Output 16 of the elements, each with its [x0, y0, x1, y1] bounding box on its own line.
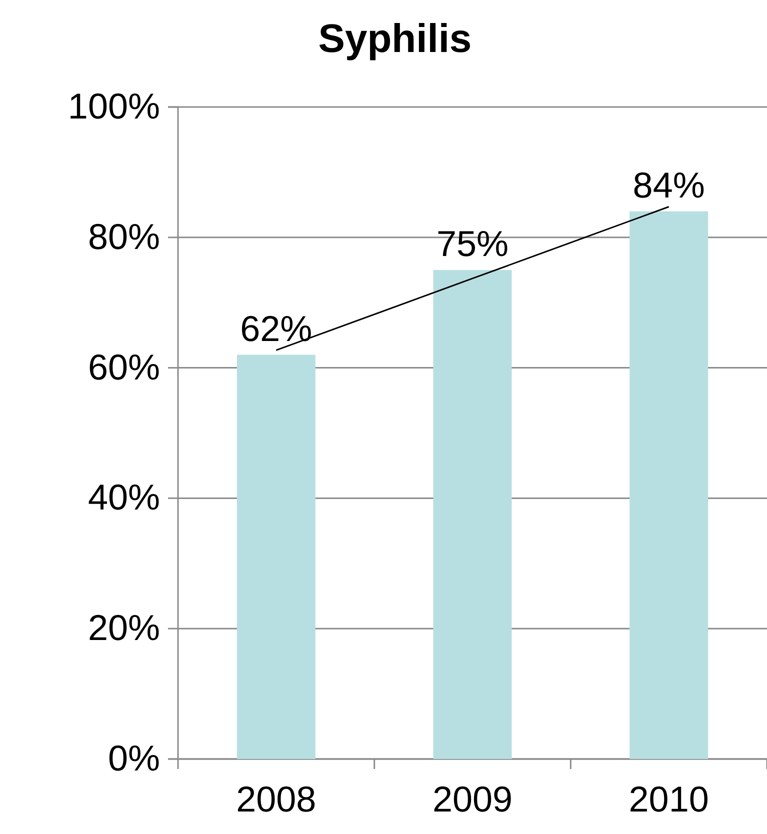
bar [433, 270, 512, 759]
x-tick-label: 2010 [628, 778, 709, 820]
y-tick-label: 60% [88, 346, 160, 388]
chart-title: Syphilis [318, 17, 472, 61]
bar [630, 211, 708, 759]
y-tick-label: 0% [108, 738, 160, 779]
x-tick-label: 2009 [432, 778, 513, 820]
x-tick-label: 2008 [236, 778, 316, 820]
data-label: 84% [632, 164, 705, 206]
bar [236, 354, 316, 759]
data-label: 75% [436, 223, 509, 264]
y-tick-label: 20% [88, 607, 160, 648]
y-tick-label: 80% [88, 216, 160, 257]
y-tick-label: 100% [68, 86, 160, 127]
y-tick-label: 40% [88, 476, 160, 518]
data-label: 62% [240, 308, 312, 349]
